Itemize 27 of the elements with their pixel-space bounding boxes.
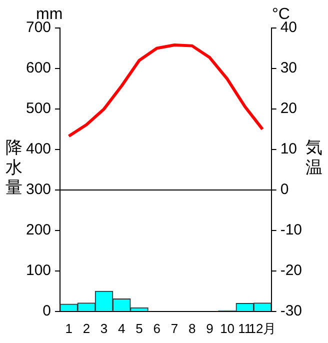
y2-tick-label: -20 bbox=[280, 262, 302, 280]
y2-tick-label: 20 bbox=[280, 100, 298, 118]
y2-tick-label: 30 bbox=[280, 60, 298, 77]
x-tick-label: 4 bbox=[118, 320, 126, 336]
y-tick-label: 200 bbox=[26, 222, 52, 239]
y2-axis-title: 気温 bbox=[304, 138, 324, 178]
x-tick-label: 3 bbox=[100, 320, 108, 336]
y-tick-label: 600 bbox=[26, 60, 52, 77]
y2-tick-label: 0 bbox=[280, 181, 289, 198]
y-tick-label: 0 bbox=[42, 302, 52, 320]
x-tick-label: 9 bbox=[206, 320, 214, 336]
x-tick-label: 1 bbox=[65, 320, 72, 336]
x-tick-label: 10 bbox=[220, 320, 235, 336]
y-tick-label: 300 bbox=[26, 181, 52, 198]
y2-tick-label: -30 bbox=[280, 302, 302, 320]
y2-tick-label: 10 bbox=[280, 140, 298, 158]
x-tick-label: 8 bbox=[188, 320, 196, 336]
y-tick-label: 500 bbox=[26, 100, 52, 118]
x-tick-label: 5 bbox=[136, 320, 143, 336]
y-axis-title: 降水量 bbox=[4, 138, 24, 198]
x-tick-label: 6 bbox=[153, 320, 160, 336]
x-tick-label: 12月 bbox=[248, 320, 276, 336]
y-tick-label: 100 bbox=[26, 262, 52, 280]
y2-tick-label: -10 bbox=[280, 222, 302, 239]
x-tick-label: 2 bbox=[82, 320, 90, 336]
y-tick-label: 400 bbox=[26, 140, 52, 158]
x-tick-label: 7 bbox=[170, 320, 178, 336]
